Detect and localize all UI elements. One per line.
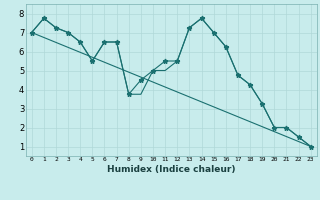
X-axis label: Humidex (Indice chaleur): Humidex (Indice chaleur) <box>107 165 236 174</box>
